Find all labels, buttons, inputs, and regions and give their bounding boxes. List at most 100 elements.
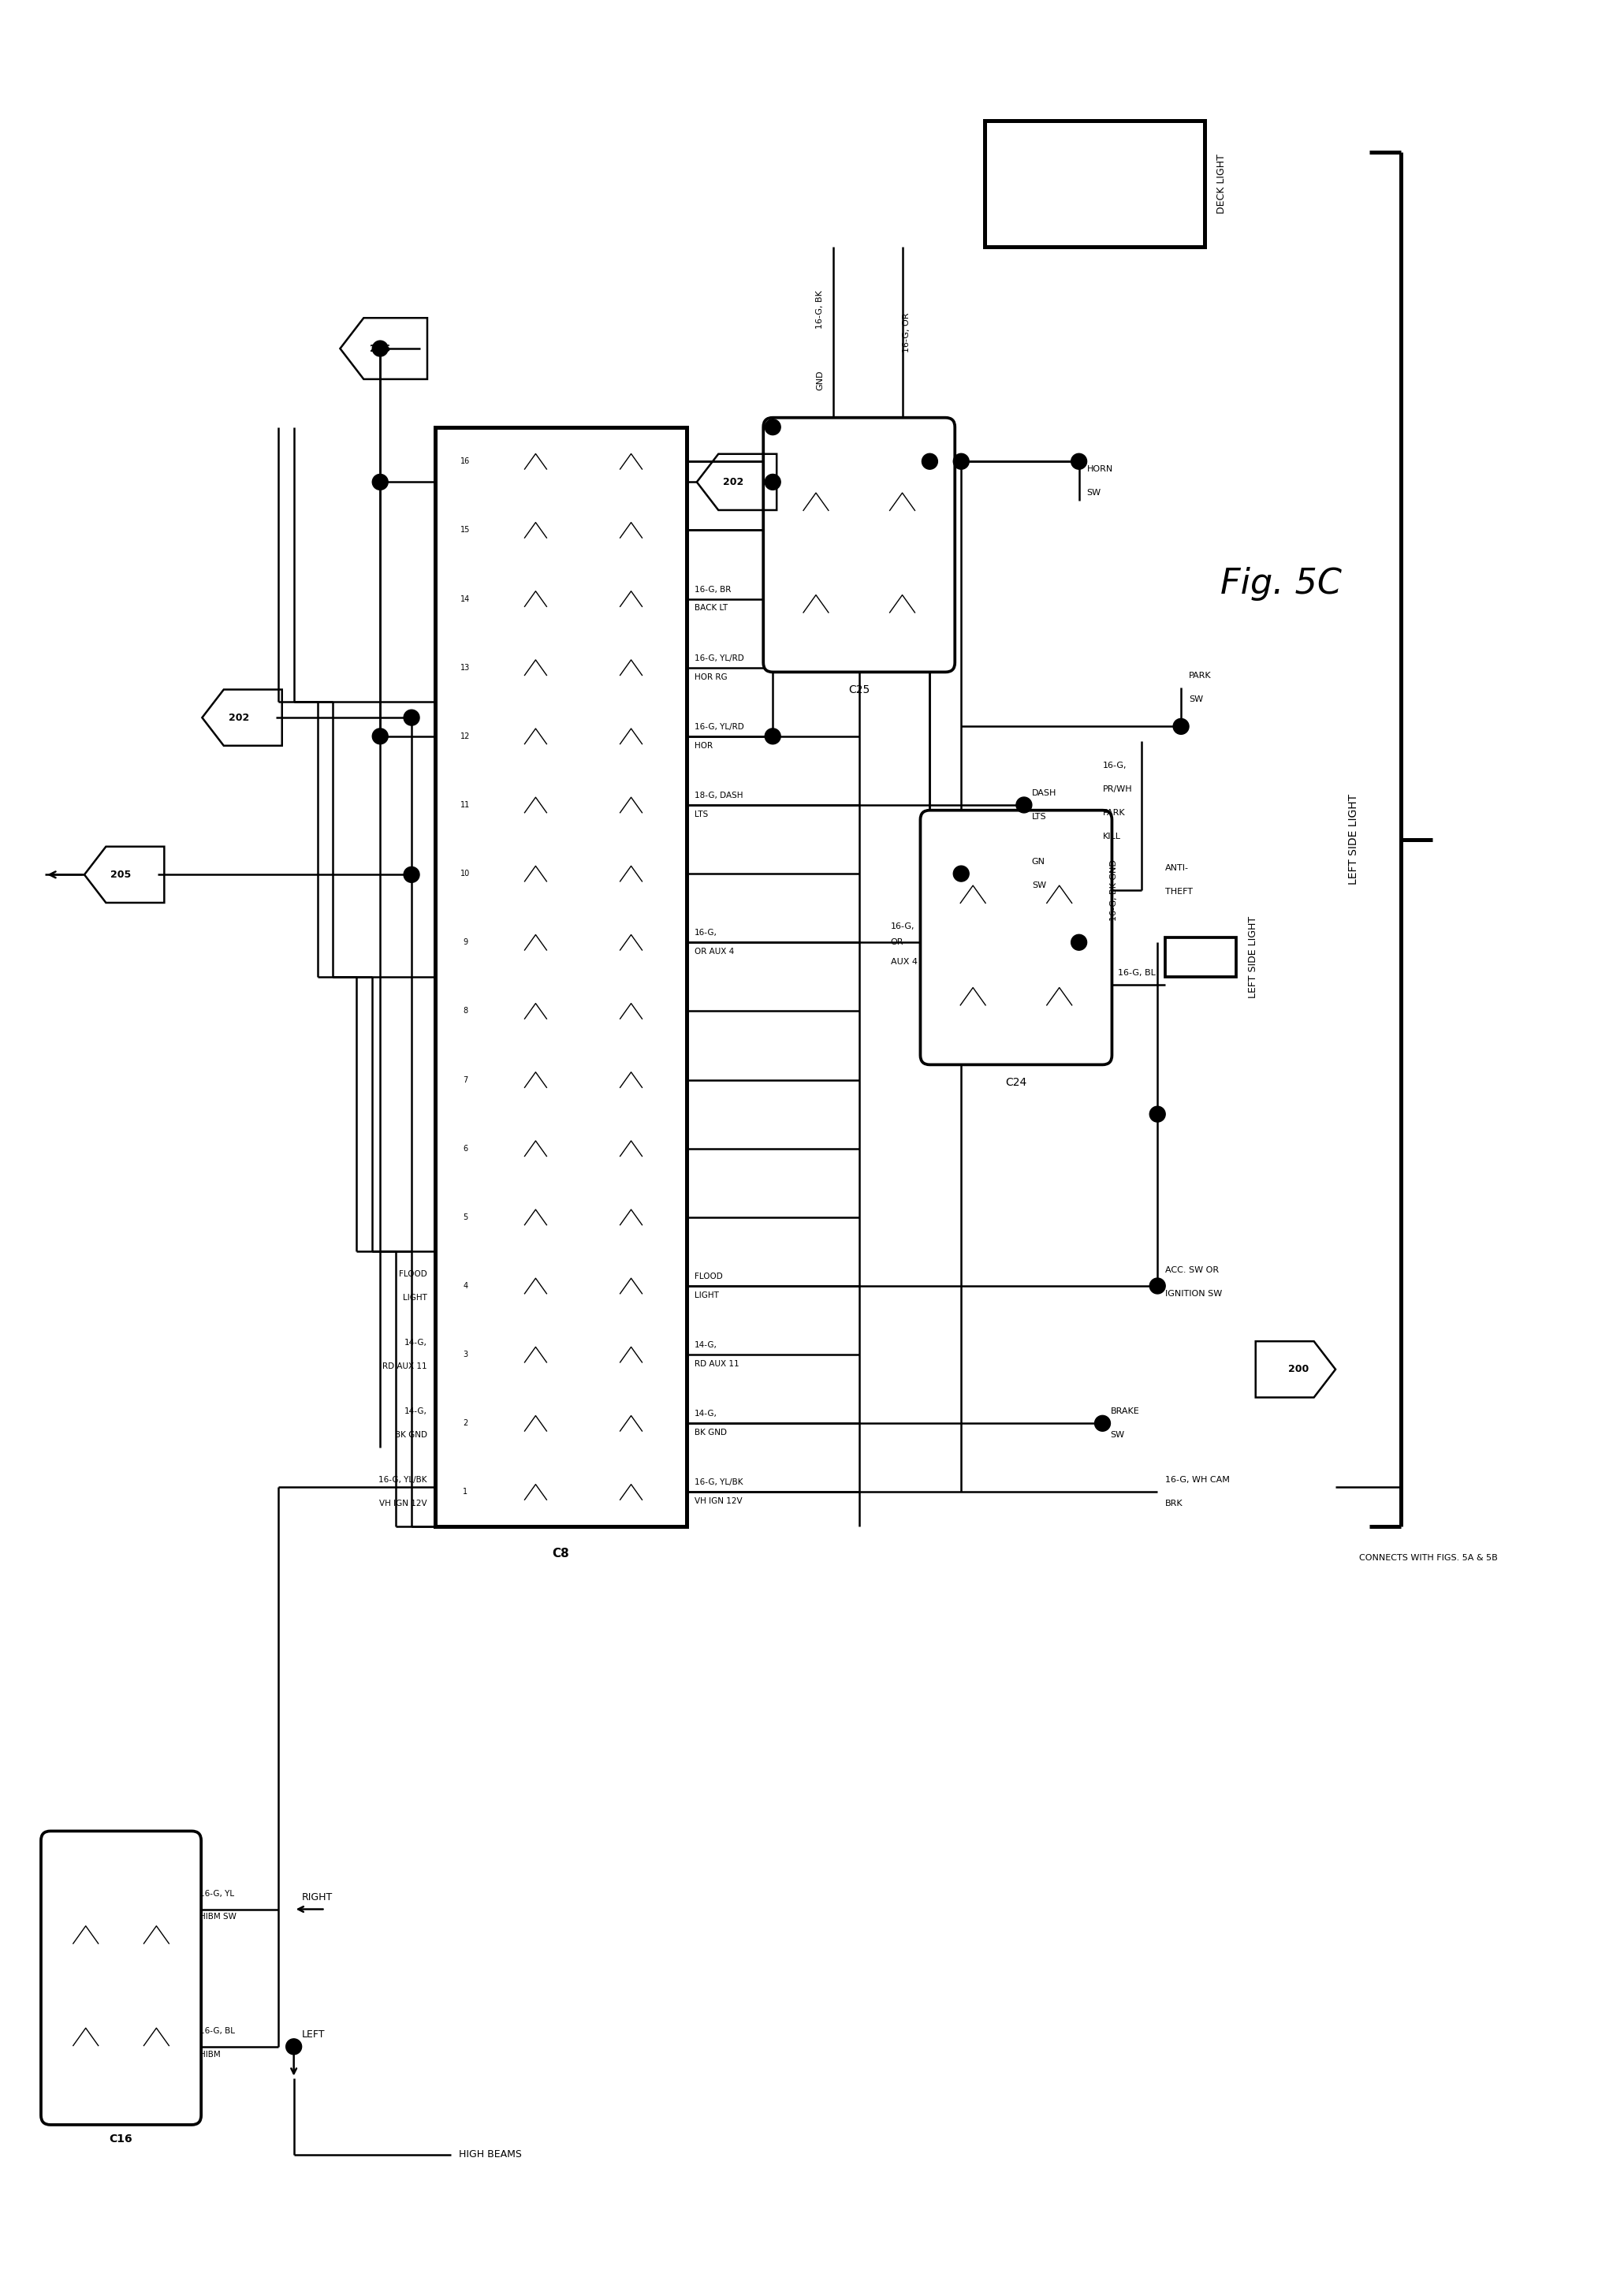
- Circle shape: [286, 2038, 302, 2054]
- Text: 16-G, YL/BK: 16-G, YL/BK: [378, 1475, 427, 1485]
- Text: BACK LT: BACK LT: [693, 603, 728, 613]
- Text: 7: 7: [463, 1075, 468, 1084]
- Text: GND: GND: [815, 369, 823, 389]
- Text: KILL: KILL: [1103, 833, 1121, 840]
- Text: VH IGN 12V: VH IGN 12V: [693, 1498, 742, 1505]
- Text: DECK LIGHT: DECK LIGHT: [1216, 155, 1226, 214]
- Text: RD AUX 11: RD AUX 11: [693, 1359, 739, 1368]
- Circle shape: [922, 453, 937, 469]
- Text: LEFT SIDE LIGHT: LEFT SIDE LIGHT: [1348, 795, 1359, 886]
- Text: SW: SW: [1189, 694, 1203, 704]
- Text: 11: 11: [461, 802, 469, 808]
- Text: 5: 5: [463, 1214, 468, 1220]
- Text: 14-G,: 14-G,: [404, 1339, 427, 1346]
- Bar: [1166, 938, 1236, 977]
- Text: 1: 1: [463, 1489, 468, 1496]
- Text: IGNITION SW: IGNITION SW: [1166, 1289, 1223, 1298]
- Text: 3: 3: [463, 1350, 468, 1359]
- Text: 16-G,: 16-G,: [890, 922, 914, 931]
- Text: CONNECTS WITH FIGS. 5A & 5B: CONNECTS WITH FIGS. 5A & 5B: [1359, 1553, 1497, 1562]
- Text: 16-G, YL/BK: 16-G, YL/BK: [693, 1478, 742, 1487]
- Circle shape: [372, 342, 388, 357]
- Text: HIGH BEAMS: HIGH BEAMS: [458, 2149, 521, 2159]
- Text: C24: C24: [1005, 1077, 1026, 1088]
- Text: HORN: HORN: [1086, 465, 1112, 474]
- Text: VH IGN 12V: VH IGN 12V: [380, 1501, 427, 1507]
- Text: 16-G, YL/RD: 16-G, YL/RD: [693, 722, 744, 731]
- Text: HIBM SW: HIBM SW: [200, 1913, 237, 1922]
- Text: 4: 4: [463, 1282, 468, 1289]
- Text: LTS: LTS: [1031, 813, 1046, 820]
- Text: 16-G, OR: 16-G, OR: [903, 312, 909, 353]
- Text: 206: 206: [370, 344, 390, 353]
- Text: 16-G, BL: 16-G, BL: [1119, 970, 1156, 977]
- FancyBboxPatch shape: [763, 417, 955, 672]
- Circle shape: [765, 729, 781, 745]
- Text: 14-G,: 14-G,: [404, 1407, 427, 1416]
- Text: 16-G,: 16-G,: [693, 929, 716, 936]
- Text: 15: 15: [460, 526, 471, 535]
- Text: 16-G, BR: 16-G, BR: [693, 585, 731, 594]
- Text: DASH: DASH: [1031, 790, 1057, 797]
- Circle shape: [953, 453, 970, 469]
- Text: 205: 205: [110, 870, 132, 879]
- FancyBboxPatch shape: [921, 811, 1112, 1066]
- Text: Fig. 5C: Fig. 5C: [1220, 567, 1341, 601]
- Text: 9: 9: [463, 938, 468, 947]
- Text: 10: 10: [461, 870, 469, 877]
- Circle shape: [953, 865, 970, 881]
- Text: BK GND: BK GND: [693, 1430, 726, 1437]
- Text: 16-G, BK: 16-G, BK: [815, 289, 823, 328]
- Text: 12: 12: [460, 733, 471, 740]
- Text: LIGHT: LIGHT: [693, 1291, 718, 1300]
- Text: 14-G,: 14-G,: [693, 1341, 716, 1350]
- Text: LTS: LTS: [693, 811, 708, 817]
- Circle shape: [1150, 1277, 1166, 1293]
- Text: BRK: BRK: [1166, 1501, 1184, 1507]
- Text: LEFT: LEFT: [302, 2029, 325, 2040]
- Text: LIGHT: LIGHT: [403, 1293, 427, 1302]
- Text: BRAKE: BRAKE: [1111, 1407, 1140, 1416]
- Text: RIGHT: RIGHT: [302, 1892, 333, 1904]
- Text: 6: 6: [463, 1145, 468, 1152]
- Circle shape: [765, 419, 781, 435]
- Text: FLOOD: FLOOD: [693, 1273, 723, 1280]
- Bar: [435, 428, 687, 1526]
- Text: 16-G, YL/RD: 16-G, YL/RD: [693, 653, 744, 663]
- Text: 2: 2: [463, 1419, 468, 1428]
- Text: BK GND: BK GND: [395, 1432, 427, 1439]
- Text: OR: OR: [890, 938, 903, 947]
- Text: 200: 200: [1288, 1364, 1309, 1375]
- Text: 16-G, WH CAM: 16-G, WH CAM: [1166, 1475, 1229, 1485]
- Text: HOR: HOR: [693, 742, 713, 749]
- Circle shape: [1072, 453, 1086, 469]
- Text: 16: 16: [461, 458, 469, 465]
- Circle shape: [1173, 720, 1189, 733]
- Text: PR/WH: PR/WH: [1103, 786, 1132, 792]
- Text: AUX 4: AUX 4: [890, 959, 918, 965]
- Text: THEFT: THEFT: [1166, 888, 1194, 895]
- Text: 16-G, YL: 16-G, YL: [200, 1890, 234, 1897]
- Circle shape: [765, 474, 781, 490]
- Text: C8: C8: [552, 1548, 570, 1560]
- Text: PARK: PARK: [1189, 672, 1212, 679]
- Text: SW: SW: [1111, 1432, 1125, 1439]
- Text: 14-G,: 14-G,: [693, 1409, 716, 1419]
- Text: FLOOD: FLOOD: [400, 1271, 427, 1277]
- Text: ANTI-: ANTI-: [1166, 863, 1189, 872]
- Text: 202: 202: [723, 476, 744, 487]
- Text: 14: 14: [461, 594, 469, 603]
- Text: 16-G, BL: 16-G, BL: [200, 2027, 235, 2036]
- Text: SW: SW: [1031, 881, 1046, 890]
- Text: 18-G, DASH: 18-G, DASH: [693, 792, 742, 799]
- Text: LEFT SIDE LIGHT: LEFT SIDE LIGHT: [1247, 915, 1259, 997]
- Text: SW: SW: [1086, 490, 1101, 496]
- Text: GN: GN: [1031, 858, 1046, 865]
- Circle shape: [404, 868, 419, 883]
- Text: C16: C16: [109, 2134, 133, 2145]
- Text: OR AUX 4: OR AUX 4: [693, 947, 734, 956]
- Text: HOR RG: HOR RG: [693, 674, 728, 681]
- Circle shape: [1072, 934, 1086, 950]
- FancyBboxPatch shape: [41, 1831, 201, 2124]
- Circle shape: [1095, 1416, 1111, 1432]
